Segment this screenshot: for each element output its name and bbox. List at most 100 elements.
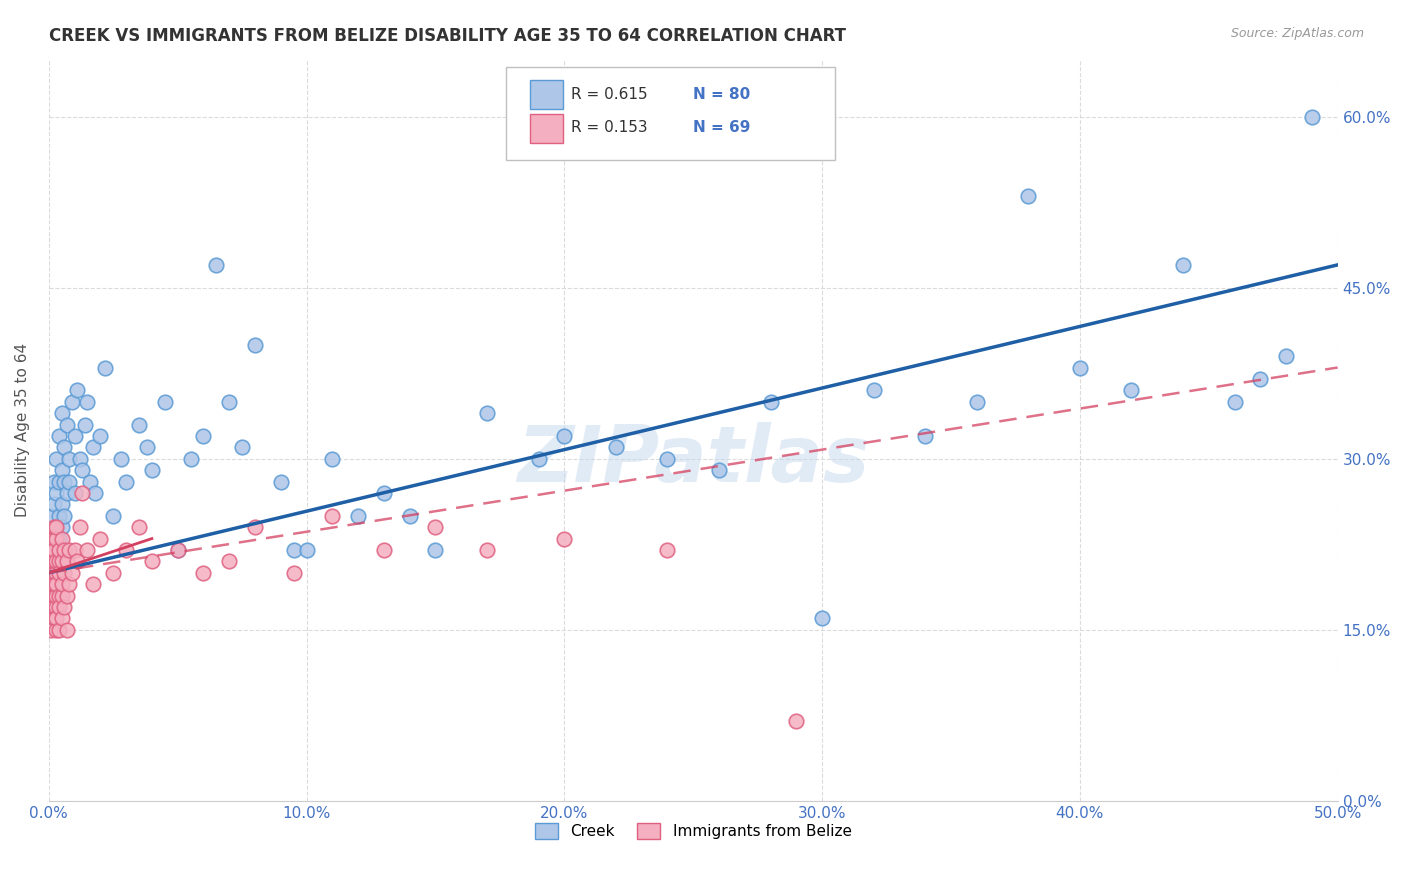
Point <box>53 566 76 580</box>
Point <box>42 611 65 625</box>
Point <box>45 623 67 637</box>
Point <box>42 532 65 546</box>
Text: Source: ZipAtlas.com: Source: ZipAtlas.com <box>1230 27 1364 40</box>
Point <box>218 394 240 409</box>
Point <box>51 611 73 625</box>
Point <box>51 532 73 546</box>
Point <box>103 566 125 580</box>
Point <box>42 554 65 568</box>
Point <box>1069 360 1091 375</box>
Point <box>72 463 94 477</box>
Point <box>283 566 305 580</box>
Point <box>41 554 63 568</box>
Point <box>48 623 70 637</box>
Point <box>373 486 395 500</box>
Point <box>45 520 67 534</box>
Point <box>657 543 679 558</box>
Point <box>51 463 73 477</box>
Point <box>73 417 96 432</box>
Point <box>48 532 70 546</box>
Point <box>527 451 550 466</box>
Point <box>76 543 98 558</box>
Point <box>425 520 447 534</box>
Point <box>56 554 79 568</box>
Point <box>53 475 76 489</box>
Point <box>45 451 67 466</box>
Point <box>759 394 782 409</box>
Point <box>243 520 266 534</box>
Point <box>1301 110 1323 124</box>
Point <box>42 497 65 511</box>
Point <box>53 508 76 523</box>
Point <box>56 623 79 637</box>
Point <box>41 566 63 580</box>
Point <box>48 508 70 523</box>
Point <box>53 600 76 615</box>
Point <box>321 451 343 466</box>
Point <box>45 520 67 534</box>
Point <box>41 543 63 558</box>
Point <box>45 611 67 625</box>
Point <box>42 475 65 489</box>
Point <box>48 600 70 615</box>
Point <box>605 441 627 455</box>
Point <box>41 532 63 546</box>
Point <box>76 394 98 409</box>
Point <box>41 508 63 523</box>
Point <box>475 406 498 420</box>
Point <box>89 532 111 546</box>
Point <box>42 554 65 568</box>
Point <box>475 543 498 558</box>
Point <box>42 577 65 591</box>
Point <box>45 589 67 603</box>
Y-axis label: Disability Age 35 to 64: Disability Age 35 to 64 <box>15 343 30 517</box>
Point <box>66 384 89 398</box>
Point <box>58 577 80 591</box>
Point <box>811 611 834 625</box>
FancyBboxPatch shape <box>506 67 835 160</box>
Point <box>1121 384 1143 398</box>
Point <box>48 429 70 443</box>
Point <box>243 337 266 351</box>
FancyBboxPatch shape <box>530 80 562 109</box>
Point <box>141 463 163 477</box>
FancyBboxPatch shape <box>530 113 562 143</box>
Point <box>45 554 67 568</box>
Point <box>1017 189 1039 203</box>
Point <box>53 441 76 455</box>
Point <box>51 497 73 511</box>
Point <box>270 475 292 489</box>
Point <box>56 486 79 500</box>
Point <box>966 394 988 409</box>
Point <box>60 394 83 409</box>
Point <box>48 554 70 568</box>
Point <box>862 384 884 398</box>
Point <box>321 508 343 523</box>
Point <box>51 406 73 420</box>
Point <box>63 486 86 500</box>
Point <box>42 532 65 546</box>
Point <box>53 543 76 558</box>
Point <box>153 394 176 409</box>
Point <box>553 429 575 443</box>
Point <box>141 554 163 568</box>
Point <box>48 566 70 580</box>
Point <box>42 543 65 558</box>
Point <box>1275 349 1298 363</box>
Point <box>48 543 70 558</box>
Point <box>914 429 936 443</box>
Point <box>58 543 80 558</box>
Point <box>398 508 420 523</box>
Point <box>45 566 67 580</box>
Point <box>51 577 73 591</box>
Point <box>58 475 80 489</box>
Point <box>41 577 63 591</box>
Point <box>51 520 73 534</box>
Text: R = 0.615: R = 0.615 <box>571 87 647 102</box>
Point <box>48 475 70 489</box>
Point <box>180 451 202 466</box>
Point <box>218 554 240 568</box>
Point <box>657 451 679 466</box>
Point <box>45 532 67 546</box>
Point <box>82 441 104 455</box>
